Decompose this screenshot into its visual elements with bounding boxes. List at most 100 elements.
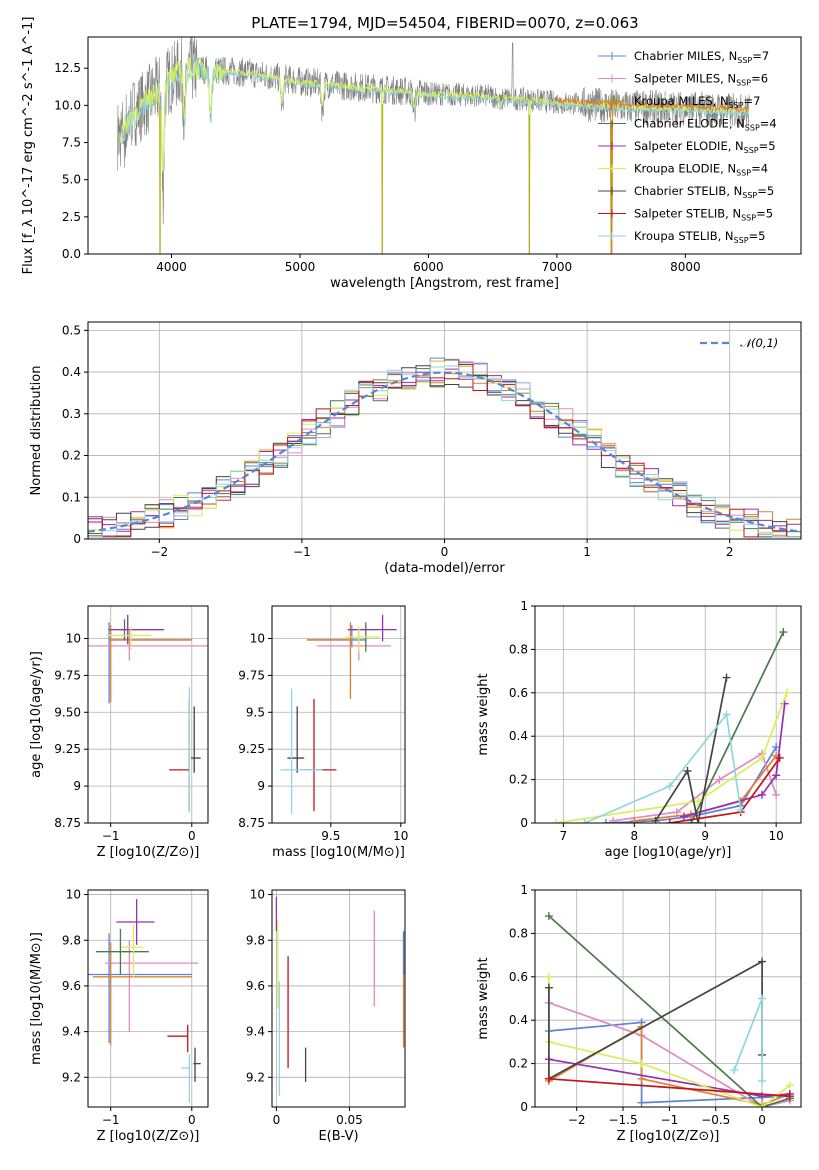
errorbar-point [308, 622, 354, 699]
age-vs-metallicity-panel: −1 0 8.75 9 9.25 9.50 9.75 10 Z [log10(Z/Z⊙)] age… [29, 605, 209, 860]
plus-marker [722, 673, 731, 682]
axes-frame [534, 889, 802, 1108]
plus-marker [665, 782, 674, 791]
legend-entry: Salpeter MILES, NSSP=6 [634, 72, 768, 88]
x-tick-label: −1 [661, 1113, 679, 1127]
errorbar-point [287, 706, 305, 773]
mass-weight-series-line [548, 1001, 791, 1107]
x-tick-label: 7000 [542, 260, 573, 274]
plus-marker [544, 983, 553, 992]
y-tick-label: 9.8 [62, 933, 81, 947]
plus-marker [775, 753, 784, 762]
y-tick-label: 0.2 [509, 773, 528, 787]
y-tick-label: 9.6 [62, 979, 81, 993]
histogram-series-line [88, 368, 801, 532]
errorbar-point [88, 933, 192, 1044]
residual-histogram-panel: −2 −1 0 1 2 0 0.1 0.2 0.3 0.4 0.5 (data-model)/erro… [29, 321, 802, 576]
legend-suffix: =7 [752, 49, 769, 63]
errorbar-point [116, 899, 155, 945]
plus-marker [722, 710, 731, 719]
legend-subscript: SSP [736, 169, 751, 178]
legend-entry: Chabrier ELODIE, NSSP=4 [634, 117, 777, 133]
mass-vs-extinction-plot-area [275, 896, 405, 1096]
mass-vs-metallicity-panel: −1 0 9.2 9.4 9.6 9.8 10 Z [log10(Z/Z⊙)] mass [lo… [29, 888, 209, 1144]
y-tick-label: 7.5 [62, 136, 81, 150]
normal-reference-curve [88, 371, 801, 533]
y-tick-label: 8.75 [238, 816, 265, 830]
y-tick-label: 8.75 [54, 816, 81, 830]
y-axis-label: age [log10(age/yr)] [29, 651, 44, 778]
model-spectrum-line [556, 96, 750, 254]
errorbar-point [280, 688, 323, 815]
y-tick-label: 5.0 [62, 173, 81, 187]
legend-subscript: SSP [745, 124, 760, 133]
legend-entry: Chabrier STELIB, NSSP=5 [634, 184, 774, 200]
y-tick-label: 0.4 [509, 729, 528, 743]
axes-frame [87, 36, 802, 255]
x-axis-label: E(B-V) [318, 1129, 358, 1144]
x-tick-label: 0 [273, 1113, 281, 1127]
y-tick-label: 0.4 [509, 1013, 528, 1027]
plus-marker [779, 628, 788, 637]
plus-marker [672, 808, 681, 817]
x-axis-label: (data-model)/error [384, 561, 505, 576]
spectrum-panel: 4000 5000 6000 7000 8000 0.0 2.5 5.0 7.5 10.0 12.5… [21, 17, 802, 291]
plus-marker [758, 1076, 767, 1085]
plus-marker [601, 819, 610, 823]
mass-weight-series-line [683, 703, 786, 818]
x-tick-label: −2 [150, 545, 168, 559]
plus-marker [715, 775, 724, 784]
plus-marker [651, 816, 660, 823]
errorbar-point [316, 631, 391, 661]
y-tick-label: 0.5 [62, 323, 81, 337]
age-vs-mass-panel: 9.5 10 8.75 9 9.25 9.5 9.75 10 mass [log10(M/M⊙)… [238, 605, 408, 860]
y-tick-label: 9.4 [62, 1025, 81, 1039]
y-tick-label: 0.4 [62, 365, 81, 379]
plus-marker [758, 957, 767, 966]
errorbar-point [108, 622, 192, 704]
y-tick-label: 9.75 [54, 668, 81, 682]
legend-entry: Salpeter ELODIE, NSSP=5 [634, 139, 776, 155]
mass-weight-series-line [654, 677, 728, 823]
legend-entry: 𝒩(0,1) [740, 336, 778, 350]
mass-weight-series-line [548, 1077, 790, 1098]
legend-subscript: SSP [741, 214, 756, 223]
plus-marker [637, 1098, 646, 1107]
y-tick-label: 0 [73, 532, 81, 546]
x-tick-label: −1.5 [608, 1113, 637, 1127]
y-tick-label: 9.4 [246, 1025, 265, 1039]
x-tick-label: −1 [102, 1113, 120, 1127]
mass-weight-vs-metallicity-plot-area [544, 912, 794, 1107]
errorbar-point [347, 614, 397, 642]
plus-marker [758, 994, 767, 1003]
plus-marker [609, 816, 618, 823]
legend-suffix: =5 [759, 139, 776, 153]
y-tick-label: 9.50 [54, 705, 81, 719]
errorbar-point [190, 706, 201, 773]
errorbar-point [181, 1054, 191, 1103]
errorbar-point [307, 625, 366, 648]
y-tick-label: 12.5 [54, 61, 81, 75]
y-tick-label: 10 [66, 888, 81, 902]
x-tick-label: 8000 [670, 260, 701, 274]
y-tick-label: 10 [250, 631, 265, 645]
x-tick-label: 10 [769, 829, 784, 843]
errorbar-point [304, 699, 337, 812]
x-tick-label: 1 [583, 545, 591, 559]
errorbar-point [121, 924, 144, 977]
legend-label: Salpeter STELIB, N [634, 207, 741, 221]
age-vs-metallicity-plot-area [88, 614, 208, 813]
legend-suffix: =6 [751, 72, 768, 86]
plus-marker [544, 972, 553, 981]
plus-marker [736, 805, 745, 814]
x-axis-label: Z [log10(Z/Z⊙)] [97, 1129, 200, 1144]
legend-subscript: SSP [734, 236, 749, 245]
y-tick-label: 0.3 [62, 407, 81, 421]
y-tick-label: 0.1 [62, 490, 81, 504]
mass-weight-series-line [548, 915, 791, 1107]
x-tick-label: 0 [758, 1113, 766, 1127]
y-tick-label: 0 [520, 1100, 528, 1114]
plus-marker [544, 1074, 553, 1083]
plus-marker [730, 1066, 739, 1075]
